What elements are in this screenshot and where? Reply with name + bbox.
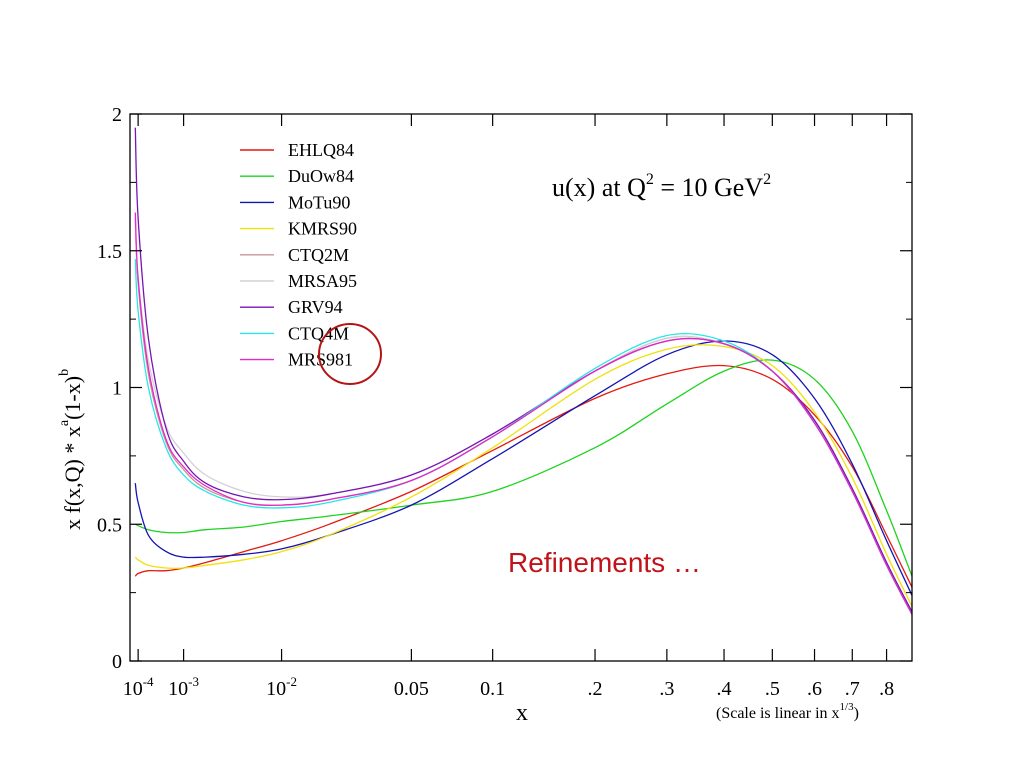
ticks-layer: 0 0.5 1 1.5 2 10-4 10-3 10-2 0.05 0.1 .2 .3 .4 .5 .6 .7… — [97, 104, 912, 700]
y-axis-label: x f(x,Q) * xa(1-x)b — [57, 369, 85, 530]
y-tick-label: 0 — [112, 651, 122, 673]
legend-label: GRV94 — [288, 297, 343, 317]
legend-label: KMRS90 — [288, 219, 357, 239]
x-tick-label: .7 — [845, 678, 860, 700]
legend-label: MRSA95 — [288, 271, 357, 291]
x-tick-label: .8 — [879, 678, 894, 700]
legend-label: MoTu90 — [288, 192, 350, 212]
x-tick-label: .2 — [588, 678, 603, 700]
y-tick-label: 1 — [112, 378, 122, 400]
x-tick-label: 0.05 — [394, 678, 429, 700]
y-tick-label: 2 — [112, 104, 122, 126]
legend-label: EHLQ84 — [288, 140, 354, 160]
x-tick-label: 10-3 — [168, 674, 199, 700]
y-tick-label: 1.5 — [97, 241, 122, 263]
legend-label: CTQ2M — [288, 245, 349, 265]
x-axis-label: x — [516, 700, 528, 726]
y-tick-label: 0.5 — [97, 514, 122, 536]
highlight-circle — [318, 323, 382, 385]
legend: EHLQ84 DuOw84 MoTu90 KMRS90 CTQ2M MRSA95 GRV94… — [240, 140, 357, 370]
legend-label: DuOw84 — [288, 166, 354, 186]
x-tick-label: 10-4 — [123, 674, 154, 700]
series-layer — [134, 127, 913, 615]
series-line-ehlq84 — [134, 364, 913, 588]
x-tick-label: 0.1 — [480, 678, 505, 700]
chart-title: u(x) at Q2 = 10 GeV2 — [552, 171, 771, 202]
legend-label: MRS981 — [288, 350, 353, 370]
x-tick-label: .3 — [659, 678, 674, 700]
series-line-grv94 — [134, 127, 913, 613]
annotation-refinements: Refinements … — [508, 547, 701, 578]
x-tick-label: .4 — [717, 678, 732, 700]
series-line-motu90 — [134, 340, 913, 596]
x-scale-note: (Scale is linear in x1/3) — [716, 701, 859, 722]
series-line-duow84 — [135, 359, 913, 577]
x-tick-label: .6 — [807, 678, 822, 700]
series-line-mrs981 — [134, 212, 913, 615]
series-line-kmrs90 — [134, 344, 913, 607]
x-tick-label: 10-2 — [266, 674, 297, 700]
x-tick-label: .5 — [765, 678, 780, 700]
